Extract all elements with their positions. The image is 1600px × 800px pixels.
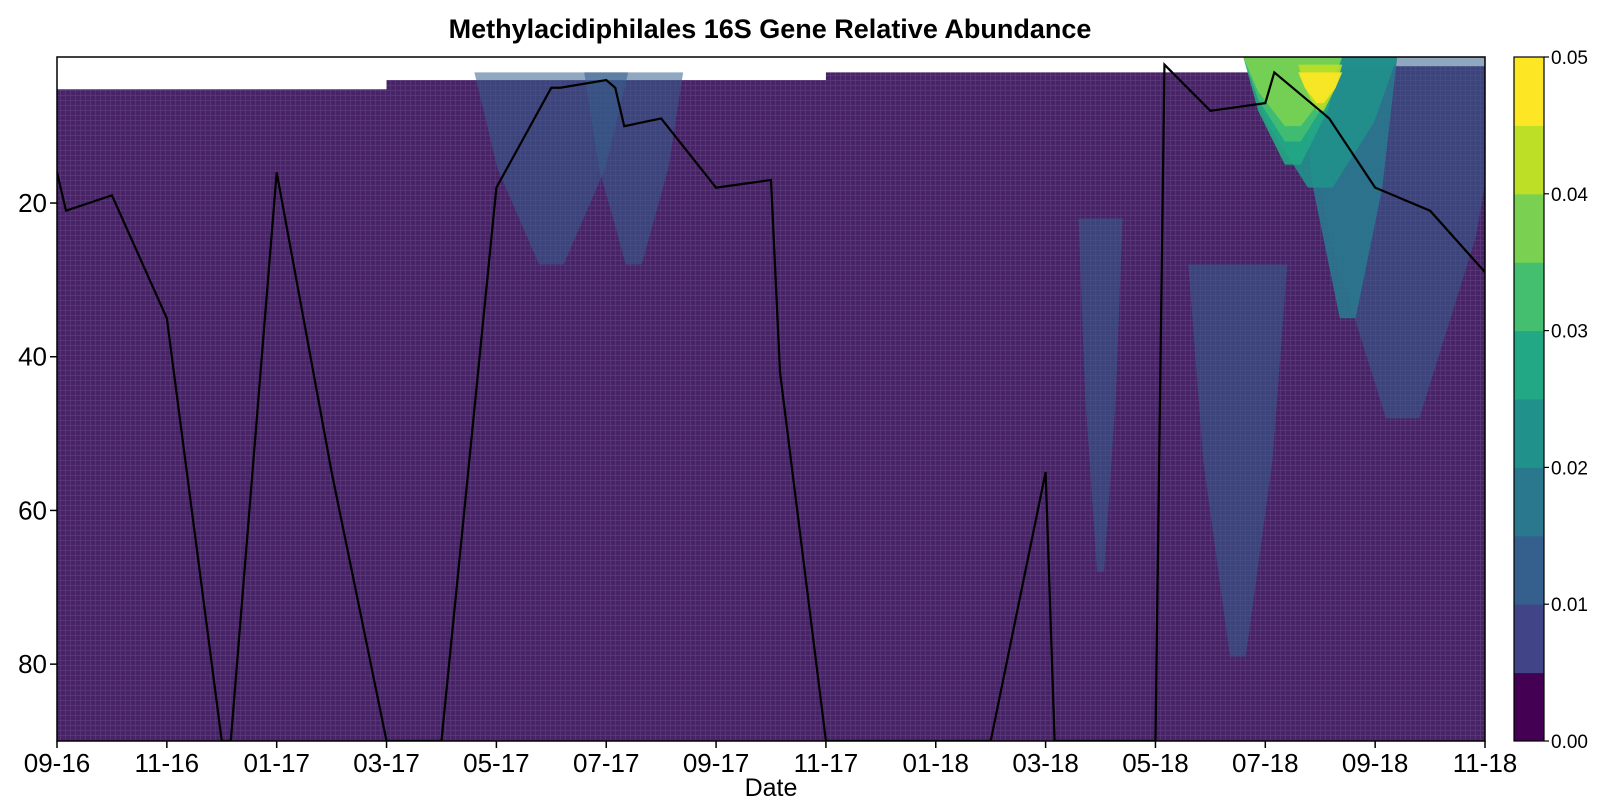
colorbar-band: [1514, 57, 1544, 126]
colorbar-band: [1514, 604, 1544, 674]
y-axis: 20 40 60 80: [18, 188, 57, 679]
colorbar-tick-label: 0.05: [1551, 48, 1588, 69]
plot-frame: [56, 56, 1486, 742]
colorbar-band: [1514, 193, 1544, 263]
y-tick-label: 60: [18, 495, 47, 525]
colorbar-tick-label: 0.02: [1551, 458, 1588, 479]
abundance-field: [57, 89, 388, 741]
x-axis: 09-16 11-16 01-17 03-17 05-17 07-17 09-17 11-17…: [24, 741, 1518, 778]
y-tick-label: 40: [18, 342, 47, 372]
y-tick-label: 20: [18, 188, 47, 218]
x-tick-label: 11-17: [794, 748, 859, 778]
contour-patch: [1188, 264, 1288, 657]
depth-line-series: [57, 62, 1485, 741]
colorbar-tick-label: 0.00: [1551, 732, 1588, 753]
colorbar-band: [1514, 125, 1544, 195]
colorbar-tick-label: 0.04: [1551, 185, 1588, 206]
x-tick-label: 09-18: [1342, 748, 1409, 778]
x-tick-label: 07-18: [1232, 748, 1299, 778]
colorbar-band: [1514, 399, 1544, 468]
x-tick-label: 01-17: [243, 748, 310, 778]
colorbar-tick-label: 0.03: [1551, 322, 1588, 343]
colorbar-band: [1514, 672, 1544, 742]
contour-patch: [1078, 218, 1123, 572]
contour-patch: [1298, 72, 1343, 104]
colorbar: 0.00 0.01 0.02 0.03 0.04 0.05: [1513, 48, 1588, 753]
plot-area: [57, 57, 1485, 741]
x-tick-label: 03-17: [353, 748, 420, 778]
x-tick-label: 11-18: [1453, 748, 1518, 778]
colorbar-tick-label: 0.01: [1551, 595, 1588, 616]
x-tick-label: 09-17: [683, 748, 750, 778]
colorbar-band: [1514, 467, 1544, 537]
colorbar-frame: [1513, 56, 1545, 742]
x-tick-label: 05-17: [463, 748, 530, 778]
colorbar-band: [1514, 262, 1544, 332]
y-tick-label: 80: [18, 649, 47, 679]
x-tick-label: 03-18: [1012, 748, 1079, 778]
x-tick-label: 11-16: [135, 748, 200, 778]
x-tick-label: 07-17: [573, 748, 640, 778]
x-axis-label: Date: [745, 774, 798, 800]
x-tick-label: 05-18: [1122, 748, 1189, 778]
x-tick-label: 01-18: [903, 748, 970, 778]
colorbar-band: [1514, 535, 1544, 605]
x-tick-label: 09-16: [24, 748, 91, 778]
contour-patch: [474, 72, 629, 265]
contour-patch: [584, 72, 684, 265]
colorbar-band: [1514, 330, 1544, 400]
chart-title: Methylacidiphilales 16S Gene Relative Ab…: [449, 14, 1092, 44]
